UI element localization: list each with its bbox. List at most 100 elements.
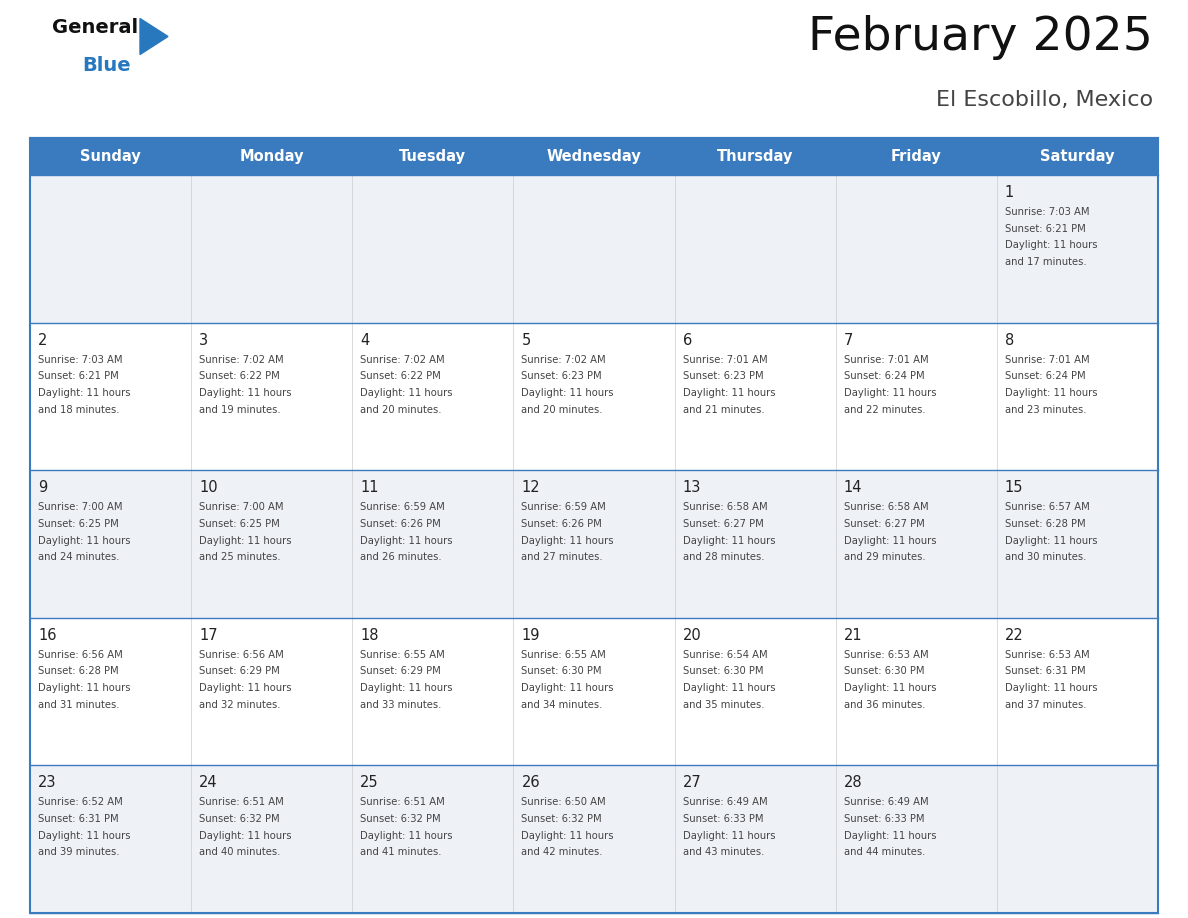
Text: Sunset: 6:21 PM: Sunset: 6:21 PM — [38, 371, 119, 381]
Text: Sunset: 6:25 PM: Sunset: 6:25 PM — [200, 519, 280, 529]
Text: 10: 10 — [200, 480, 217, 495]
Text: 9: 9 — [38, 480, 48, 495]
Text: Sunset: 6:30 PM: Sunset: 6:30 PM — [683, 666, 763, 677]
Text: Daylight: 11 hours: Daylight: 11 hours — [360, 683, 453, 693]
Text: and 29 minutes.: and 29 minutes. — [843, 553, 925, 562]
Text: Sunset: 6:32 PM: Sunset: 6:32 PM — [522, 814, 602, 824]
Text: Sunrise: 7:03 AM: Sunrise: 7:03 AM — [1005, 207, 1089, 217]
Text: Sunset: 6:24 PM: Sunset: 6:24 PM — [843, 371, 924, 381]
Text: Sunset: 6:30 PM: Sunset: 6:30 PM — [843, 666, 924, 677]
Text: 17: 17 — [200, 628, 217, 643]
Text: Daylight: 11 hours: Daylight: 11 hours — [522, 388, 614, 397]
Text: Daylight: 11 hours: Daylight: 11 hours — [200, 388, 291, 397]
Text: and 36 minutes.: and 36 minutes. — [843, 700, 925, 710]
Text: Sunrise: 6:50 AM: Sunrise: 6:50 AM — [522, 798, 606, 808]
Text: Daylight: 11 hours: Daylight: 11 hours — [38, 831, 131, 841]
Text: Daylight: 11 hours: Daylight: 11 hours — [683, 388, 775, 397]
Text: Sunrise: 6:53 AM: Sunrise: 6:53 AM — [843, 650, 928, 660]
Text: Daylight: 11 hours: Daylight: 11 hours — [1005, 388, 1098, 397]
Text: and 37 minutes.: and 37 minutes. — [1005, 700, 1086, 710]
Text: Daylight: 11 hours: Daylight: 11 hours — [1005, 683, 1098, 693]
Text: Sunrise: 7:02 AM: Sunrise: 7:02 AM — [200, 354, 284, 364]
Text: Sunrise: 7:02 AM: Sunrise: 7:02 AM — [522, 354, 606, 364]
Text: Sunset: 6:31 PM: Sunset: 6:31 PM — [38, 814, 119, 824]
Text: and 26 minutes.: and 26 minutes. — [360, 553, 442, 562]
Text: 7: 7 — [843, 332, 853, 348]
Text: and 25 minutes.: and 25 minutes. — [200, 553, 280, 562]
Text: 21: 21 — [843, 628, 862, 643]
Polygon shape — [140, 18, 168, 54]
Text: Sunset: 6:27 PM: Sunset: 6:27 PM — [843, 519, 924, 529]
Text: 11: 11 — [360, 480, 379, 495]
Text: and 42 minutes.: and 42 minutes. — [522, 847, 604, 857]
Text: Sunrise: 6:49 AM: Sunrise: 6:49 AM — [683, 798, 767, 808]
Text: Daylight: 11 hours: Daylight: 11 hours — [1005, 535, 1098, 545]
Text: Sunrise: 7:01 AM: Sunrise: 7:01 AM — [843, 354, 928, 364]
Text: Daylight: 11 hours: Daylight: 11 hours — [360, 831, 453, 841]
Text: and 28 minutes.: and 28 minutes. — [683, 553, 764, 562]
Text: Daylight: 11 hours: Daylight: 11 hours — [843, 535, 936, 545]
Text: Saturday: Saturday — [1041, 149, 1114, 164]
Text: Daylight: 11 hours: Daylight: 11 hours — [683, 831, 775, 841]
Text: Sunset: 6:26 PM: Sunset: 6:26 PM — [360, 519, 441, 529]
Text: Sunset: 6:29 PM: Sunset: 6:29 PM — [200, 666, 280, 677]
Text: Friday: Friday — [891, 149, 942, 164]
Text: 26: 26 — [522, 776, 541, 790]
Text: Sunrise: 7:00 AM: Sunrise: 7:00 AM — [38, 502, 122, 512]
Text: 3: 3 — [200, 332, 208, 348]
Bar — [30, 175, 1158, 322]
Bar — [30, 618, 1158, 766]
Text: Tuesday: Tuesday — [399, 149, 467, 164]
Text: and 44 minutes.: and 44 minutes. — [843, 847, 925, 857]
Text: Daylight: 11 hours: Daylight: 11 hours — [522, 831, 614, 841]
Text: Daylight: 11 hours: Daylight: 11 hours — [683, 683, 775, 693]
Text: and 24 minutes.: and 24 minutes. — [38, 553, 120, 562]
Text: Sunrise: 7:03 AM: Sunrise: 7:03 AM — [38, 354, 122, 364]
Text: Daylight: 11 hours: Daylight: 11 hours — [38, 535, 131, 545]
Text: Daylight: 11 hours: Daylight: 11 hours — [360, 535, 453, 545]
Text: Daylight: 11 hours: Daylight: 11 hours — [683, 535, 775, 545]
Text: Sunset: 6:27 PM: Sunset: 6:27 PM — [683, 519, 764, 529]
Text: 27: 27 — [683, 776, 701, 790]
Text: Blue: Blue — [82, 56, 131, 75]
Text: Sunrise: 6:54 AM: Sunrise: 6:54 AM — [683, 650, 767, 660]
Text: 13: 13 — [683, 480, 701, 495]
Text: Daylight: 11 hours: Daylight: 11 hours — [843, 831, 936, 841]
Text: Sunset: 6:32 PM: Sunset: 6:32 PM — [200, 814, 279, 824]
Text: Sunrise: 7:01 AM: Sunrise: 7:01 AM — [683, 354, 767, 364]
Text: 2: 2 — [38, 332, 48, 348]
Text: Sunset: 6:26 PM: Sunset: 6:26 PM — [522, 519, 602, 529]
Text: Daylight: 11 hours: Daylight: 11 hours — [360, 388, 453, 397]
Text: and 19 minutes.: and 19 minutes. — [200, 405, 280, 415]
Text: and 39 minutes.: and 39 minutes. — [38, 847, 120, 857]
Text: Daylight: 11 hours: Daylight: 11 hours — [522, 535, 614, 545]
Text: Daylight: 11 hours: Daylight: 11 hours — [38, 683, 131, 693]
Text: and 27 minutes.: and 27 minutes. — [522, 553, 604, 562]
Text: 19: 19 — [522, 628, 539, 643]
Text: and 18 minutes.: and 18 minutes. — [38, 405, 120, 415]
Text: Sunrise: 6:53 AM: Sunrise: 6:53 AM — [1005, 650, 1089, 660]
Bar — [30, 138, 1158, 913]
Text: Sunset: 6:33 PM: Sunset: 6:33 PM — [683, 814, 763, 824]
Text: General: General — [52, 18, 138, 37]
Text: Monday: Monday — [240, 149, 304, 164]
Text: and 40 minutes.: and 40 minutes. — [200, 847, 280, 857]
Text: 8: 8 — [1005, 332, 1015, 348]
Text: Sunset: 6:29 PM: Sunset: 6:29 PM — [360, 666, 441, 677]
Text: Sunset: 6:33 PM: Sunset: 6:33 PM — [843, 814, 924, 824]
Text: Sunrise: 6:59 AM: Sunrise: 6:59 AM — [360, 502, 446, 512]
Text: and 30 minutes.: and 30 minutes. — [1005, 553, 1086, 562]
Text: and 43 minutes.: and 43 minutes. — [683, 847, 764, 857]
Text: and 17 minutes.: and 17 minutes. — [1005, 257, 1087, 267]
Text: Sunset: 6:24 PM: Sunset: 6:24 PM — [1005, 371, 1086, 381]
Text: Sunset: 6:23 PM: Sunset: 6:23 PM — [683, 371, 763, 381]
Bar — [30, 322, 1158, 470]
Text: Sunset: 6:23 PM: Sunset: 6:23 PM — [522, 371, 602, 381]
Text: Sunrise: 6:59 AM: Sunrise: 6:59 AM — [522, 502, 606, 512]
Text: 12: 12 — [522, 480, 541, 495]
Bar — [30, 138, 1158, 175]
Text: Sunset: 6:32 PM: Sunset: 6:32 PM — [360, 814, 441, 824]
Text: and 23 minutes.: and 23 minutes. — [1005, 405, 1086, 415]
Text: and 20 minutes.: and 20 minutes. — [360, 405, 442, 415]
Text: and 20 minutes.: and 20 minutes. — [522, 405, 604, 415]
